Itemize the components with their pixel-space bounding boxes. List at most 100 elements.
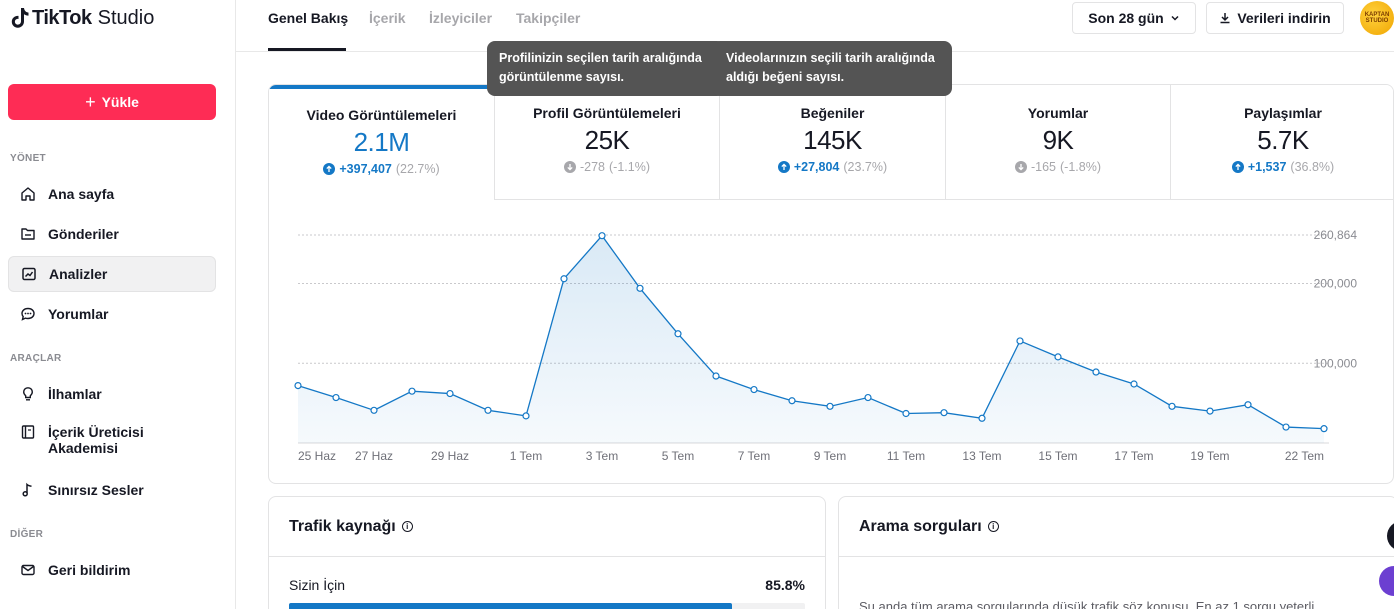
arrow-down-icon xyxy=(1014,161,1027,173)
logo-suffix: Studio xyxy=(97,6,155,29)
tab-followers[interactable]: Takipçiler xyxy=(516,10,581,26)
data-point xyxy=(294,381,302,390)
data-point xyxy=(1054,353,1062,361)
search-queries-message: Şu anda tüm arama sorgularında düşük tra… xyxy=(859,599,1315,609)
logo[interactable]: TikTok Studio xyxy=(10,6,154,30)
metric-value: 145K xyxy=(803,125,862,155)
traffic-source-header: Trafik kaynağı i xyxy=(269,497,825,557)
data-point xyxy=(598,232,606,240)
metric-value: 2.1M xyxy=(353,127,410,157)
traffic-source-title: Trafik kaynağı xyxy=(289,517,396,535)
data-point xyxy=(826,402,834,410)
x-tick-label: 1 Tem xyxy=(510,449,542,463)
metric-delta-value: -278 xyxy=(579,160,606,174)
active-tab-indicator xyxy=(268,48,346,51)
data-point xyxy=(1130,380,1138,388)
section-label-tools: ARAÇLAR xyxy=(10,353,62,364)
sidebar-item-inspiration[interactable]: İlhamlar xyxy=(8,376,216,412)
floating-action-icon[interactable] xyxy=(1387,521,1394,551)
plus-icon: + xyxy=(85,92,96,112)
metric-delta-percent: (-1.1%) xyxy=(609,160,650,174)
info-icon[interactable]: i xyxy=(401,521,413,532)
metric-profile-views[interactable]: Profil Görüntülemeleri 25K -278 (-1.1%) xyxy=(495,85,720,200)
sidebar-item-label: İçerik Üreticisi Akademisi xyxy=(48,424,144,456)
sidebar-item-label: Analizler xyxy=(49,266,108,282)
info-icon[interactable]: i xyxy=(987,521,999,532)
x-tick-label: 5 Tem xyxy=(662,449,694,463)
traffic-label: Sizin İçin xyxy=(289,577,346,593)
sidebar-item-academy[interactable]: İçerik Üreticisi Akademisi xyxy=(8,416,216,460)
metric-delta: +27,804 (23.7%) xyxy=(720,160,945,174)
data-point xyxy=(408,387,416,395)
sidebar-item-sounds[interactable]: Sınırsız Sesler xyxy=(8,472,216,508)
metric-delta-value: +1,537 xyxy=(1247,160,1287,174)
top-bar: Genel Bakış İçerik İzleyiciler Takipçile… xyxy=(236,0,1394,52)
upload-button[interactable]: + Yükle xyxy=(8,84,216,120)
x-tick-label: 17 Tem xyxy=(1114,449,1153,463)
sidebar-item-home[interactable]: Ana sayfa xyxy=(8,176,216,212)
metric-shares[interactable]: Paylaşımlar 5.7K +1,537 (36.8%) xyxy=(1171,85,1393,200)
period-select[interactable]: Son 28 gün xyxy=(1072,2,1196,34)
video-views-chart[interactable]: 100,000 200,000 260,864 25 Haz 27 Haz 29 Haz 1… xyxy=(269,200,1394,470)
sidebar-item-feedback[interactable]: Geri bildirim xyxy=(8,552,216,588)
metric-comments[interactable]: Yorumlar 9K -165 (-1.8%) xyxy=(946,85,1171,200)
tiktok-logo-icon xyxy=(11,8,29,28)
avatar-text: KAPTAN STUDIO xyxy=(1364,12,1390,24)
data-point xyxy=(1282,423,1290,431)
metric-delta: +1,537 (36.8%) xyxy=(1171,160,1393,174)
tooltip-likes: Videolarınızın seçili tarih aralığında a… xyxy=(712,41,952,96)
metric-likes[interactable]: Beğeniler 145K +27,804 (23.7%) xyxy=(720,85,946,200)
upload-label: Yükle xyxy=(101,94,139,110)
arrow-down-icon xyxy=(563,161,576,173)
x-tick-label: 7 Tem xyxy=(738,449,770,463)
metric-delta-value: +397,407 xyxy=(339,162,392,176)
metric-delta-percent: (22.7%) xyxy=(395,162,440,176)
assistant-icon[interactable] xyxy=(1379,566,1394,596)
y-tick-label: 200,000 xyxy=(1314,277,1358,291)
tab-viewers[interactable]: İzleyiciler xyxy=(429,10,493,26)
arrow-up-icon xyxy=(777,161,790,173)
data-point xyxy=(674,330,682,338)
metric-title: Profil Görüntülemeleri xyxy=(533,105,681,121)
download-icon xyxy=(1220,13,1230,24)
y-tick-label: 260,864 xyxy=(1314,228,1358,242)
data-point xyxy=(1244,401,1252,409)
arrow-up-icon xyxy=(1231,161,1244,173)
home-icon xyxy=(20,186,36,202)
tab-overview[interactable]: Genel Bakış xyxy=(268,10,349,26)
section-label-manage: YÖNET xyxy=(10,153,46,164)
tab-content[interactable]: İçerik xyxy=(369,10,406,26)
comment-icon xyxy=(20,306,36,322)
metric-delta: +397,407 (22.7%) xyxy=(269,162,494,176)
search-queries-header: Arama sorguları i xyxy=(839,497,1394,557)
metric-delta: -278 (-1.1%) xyxy=(495,160,719,174)
data-point xyxy=(712,372,720,380)
download-data-button[interactable]: Verileri indirin xyxy=(1206,2,1344,34)
x-tick-label: 22 Tem xyxy=(1285,449,1324,463)
metric-value: 5.7K xyxy=(1257,125,1309,155)
x-tick-label: 13 Tem xyxy=(962,449,1001,463)
sidebar-item-analytics[interactable]: Analizler xyxy=(8,256,216,292)
avatar[interactable]: KAPTAN STUDIO xyxy=(1360,1,1394,35)
sidebar-item-posts[interactable]: Gönderiler xyxy=(8,216,216,252)
search-queries-title: Arama sorguları xyxy=(859,517,982,535)
traffic-bar xyxy=(289,603,805,609)
metric-delta-percent: (23.7%) xyxy=(843,160,888,174)
metric-delta-percent: (-1.8%) xyxy=(1060,160,1101,174)
data-point xyxy=(1168,402,1176,410)
sidebar: TikTok Studio + Yükle YÖNET Ana sayfa Gö… xyxy=(0,0,236,609)
mail-icon xyxy=(20,562,36,578)
analytics-icon xyxy=(21,266,37,282)
traffic-bar-fill xyxy=(289,603,732,609)
tooltip-profile-views: Profilinizin seçilen tarih aralığında gö… xyxy=(487,41,725,96)
metric-video-views[interactable]: Video Görüntülemeleri 2.1M +397,407 (22.… xyxy=(269,85,495,200)
sidebar-item-comments[interactable]: Yorumlar xyxy=(8,296,216,332)
logo-brand: TikTok xyxy=(32,6,92,29)
series-line xyxy=(297,234,1325,430)
data-point xyxy=(1320,425,1328,433)
metric-title: Paylaşımlar xyxy=(1244,105,1322,121)
metric-delta-value: -165 xyxy=(1030,160,1057,174)
arrow-up-icon xyxy=(323,163,336,175)
folder-icon xyxy=(20,226,36,242)
data-point xyxy=(902,409,910,418)
